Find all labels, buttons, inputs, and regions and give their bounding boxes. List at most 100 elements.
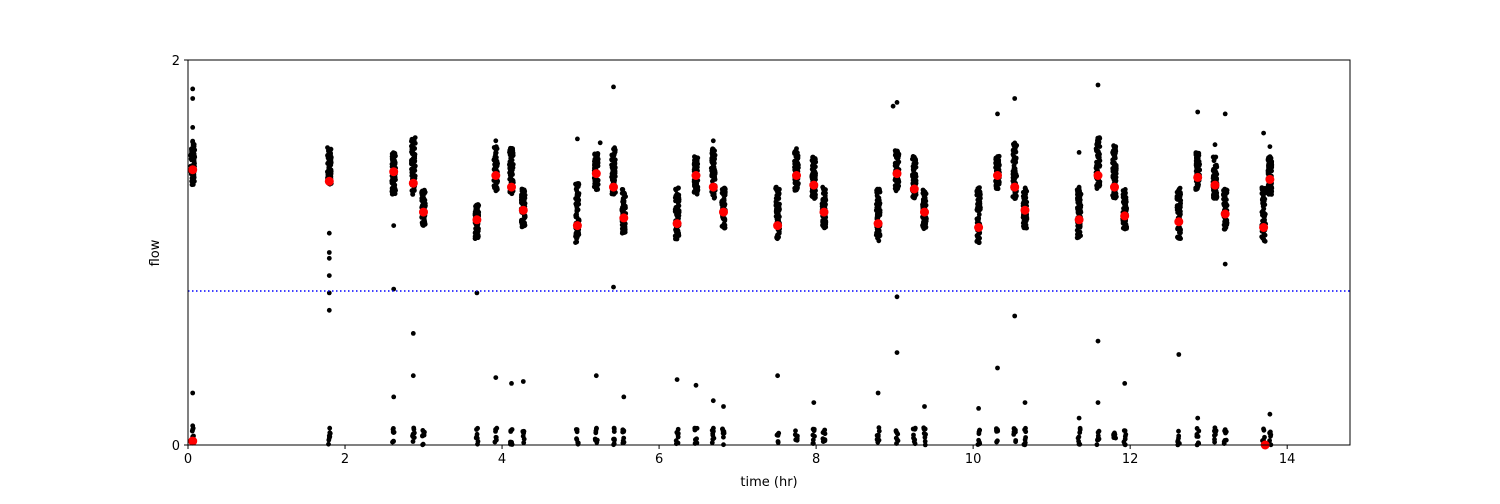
outlier-point	[1195, 415, 1201, 421]
mean-point	[419, 207, 428, 217]
raw-sample-point	[621, 439, 627, 445]
outlier-point	[1212, 142, 1218, 148]
raw-sample-point	[421, 222, 427, 228]
raw-sample-point	[420, 433, 425, 439]
raw-sample-point	[1012, 170, 1017, 175]
raw-sample-point	[521, 428, 527, 434]
outlier-point	[520, 379, 526, 384]
raw-sample-point	[721, 186, 727, 192]
outlier-point	[922, 404, 927, 409]
raw-sample-point	[521, 440, 527, 446]
raw-sample-point	[1078, 204, 1084, 210]
raw-sample-point	[810, 437, 816, 443]
raw-sample-point	[410, 191, 415, 197]
raw-sample-point	[391, 175, 396, 181]
raw-sample-point	[619, 190, 625, 196]
raw-sample-point	[509, 427, 515, 432]
raw-sample-point	[777, 201, 782, 207]
raw-sample-point	[1222, 226, 1228, 232]
outlier-point	[326, 307, 332, 313]
raw-sample-point	[189, 182, 195, 188]
raw-sample-point	[192, 147, 198, 153]
raw-sample-point	[1022, 185, 1028, 191]
raw-sample-point	[1112, 165, 1118, 171]
outlier-point	[894, 100, 900, 105]
raw-sample-point	[1096, 156, 1102, 161]
raw-sample-point	[1212, 163, 1218, 169]
raw-sample-point	[996, 180, 1002, 185]
raw-sample-point	[491, 157, 497, 162]
raw-sample-point	[876, 428, 882, 434]
mean-point	[1174, 217, 1184, 227]
raw-sample-point	[1122, 190, 1127, 196]
raw-sample-point	[492, 439, 498, 445]
raw-sample-point	[1013, 155, 1019, 161]
outlier-point	[190, 86, 196, 92]
raw-sample-point	[773, 214, 779, 219]
raw-sample-point	[1122, 428, 1128, 434]
raw-sample-point	[519, 186, 525, 192]
mean-point	[491, 171, 501, 180]
raw-sample-point	[509, 442, 515, 447]
raw-sample-point	[820, 197, 826, 203]
raw-sample-point	[574, 208, 580, 214]
raw-sample-point	[1011, 143, 1017, 149]
outlier-point	[976, 406, 981, 411]
mean-point	[188, 165, 198, 175]
raw-sample-point	[328, 152, 333, 157]
x-tick-label: 0	[184, 452, 192, 467]
raw-sample-point	[1195, 186, 1200, 191]
raw-sample-point	[410, 434, 416, 440]
outlier-point	[721, 404, 726, 409]
mean-point	[873, 219, 883, 229]
raw-sample-point	[1075, 210, 1081, 216]
raw-sample-point	[1261, 427, 1267, 433]
mean-point	[472, 215, 482, 225]
raw-sample-point	[473, 203, 478, 209]
raw-sample-point	[922, 439, 928, 444]
raw-sample-point	[1178, 200, 1183, 206]
raw-sample-point	[773, 203, 779, 209]
raw-sample-point	[896, 183, 901, 189]
y-axis-ticks: 02	[172, 54, 188, 454]
raw-sample-point	[995, 186, 1001, 192]
mean-point	[1265, 174, 1275, 184]
raw-sample-point	[1022, 427, 1027, 433]
raw-sample-point	[675, 434, 681, 440]
raw-sample-point	[923, 432, 928, 437]
raw-sample-point	[921, 220, 927, 225]
raw-sample-point	[475, 439, 481, 444]
raw-sample-point	[810, 154, 815, 160]
raw-sample-point	[975, 193, 981, 199]
raw-sample-point	[620, 429, 626, 435]
raw-sample-point	[875, 228, 880, 234]
raw-sample-point	[326, 441, 331, 447]
mean-point	[993, 171, 1002, 180]
raw-sample-point	[1212, 439, 1217, 445]
raw-sample-point	[1176, 187, 1182, 193]
raw-sample-point	[411, 141, 417, 147]
y-axis-label: flow	[148, 239, 163, 266]
raw-sample-point	[812, 169, 818, 175]
raw-sample-point	[874, 193, 880, 198]
raw-sample-point	[472, 209, 478, 215]
mean-point	[518, 205, 528, 215]
outlier-point	[493, 138, 499, 144]
raw-sample-point	[573, 427, 579, 432]
raw-sample-point	[1113, 171, 1119, 177]
raw-sample-point	[391, 439, 396, 444]
raw-sample-point	[775, 440, 781, 445]
raw-sample-point	[1011, 163, 1017, 169]
raw-sample-point	[773, 184, 779, 190]
raw-sample-point	[1214, 175, 1219, 181]
outlier-point	[1261, 130, 1266, 136]
raw-sample-point	[1112, 155, 1118, 161]
raw-sample-point	[722, 218, 728, 224]
raw-sample-point	[594, 426, 599, 432]
raw-sample-point	[721, 190, 727, 196]
raw-sample-point	[676, 192, 682, 198]
raw-sample-point	[474, 431, 480, 437]
raw-sample-point	[593, 430, 599, 436]
mean-point	[974, 223, 984, 232]
